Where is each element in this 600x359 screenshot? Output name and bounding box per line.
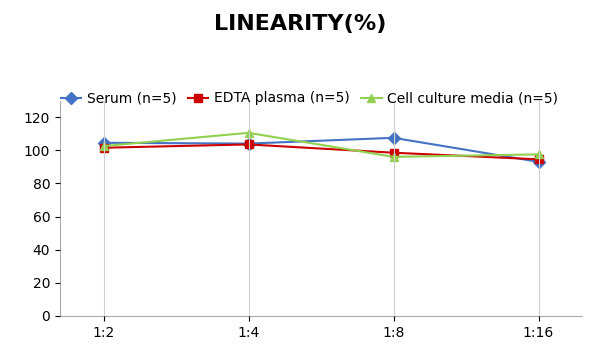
Cell culture media (n=5) (245, 131, 252, 135)
EDTA plasma (n=5) (390, 150, 397, 155)
Cell culture media (n=5) (535, 152, 542, 157)
Cell culture media (n=5) (390, 155, 397, 159)
Line: EDTA plasma (n=5): EDTA plasma (n=5) (100, 140, 542, 163)
Serum (n=5) (100, 141, 107, 145)
EDTA plasma (n=5) (535, 157, 542, 162)
Line: Serum (n=5): Serum (n=5) (100, 134, 542, 166)
Text: LINEARITY(%): LINEARITY(%) (214, 14, 386, 34)
EDTA plasma (n=5) (100, 146, 107, 150)
Line: Cell culture media (n=5): Cell culture media (n=5) (100, 129, 542, 161)
Serum (n=5) (390, 136, 397, 140)
Legend: Serum (n=5), EDTA plasma (n=5), Cell culture media (n=5): Serum (n=5), EDTA plasma (n=5), Cell cul… (55, 86, 564, 111)
EDTA plasma (n=5) (245, 142, 252, 146)
Serum (n=5) (535, 160, 542, 164)
Cell culture media (n=5) (100, 144, 107, 148)
Serum (n=5) (245, 141, 252, 146)
